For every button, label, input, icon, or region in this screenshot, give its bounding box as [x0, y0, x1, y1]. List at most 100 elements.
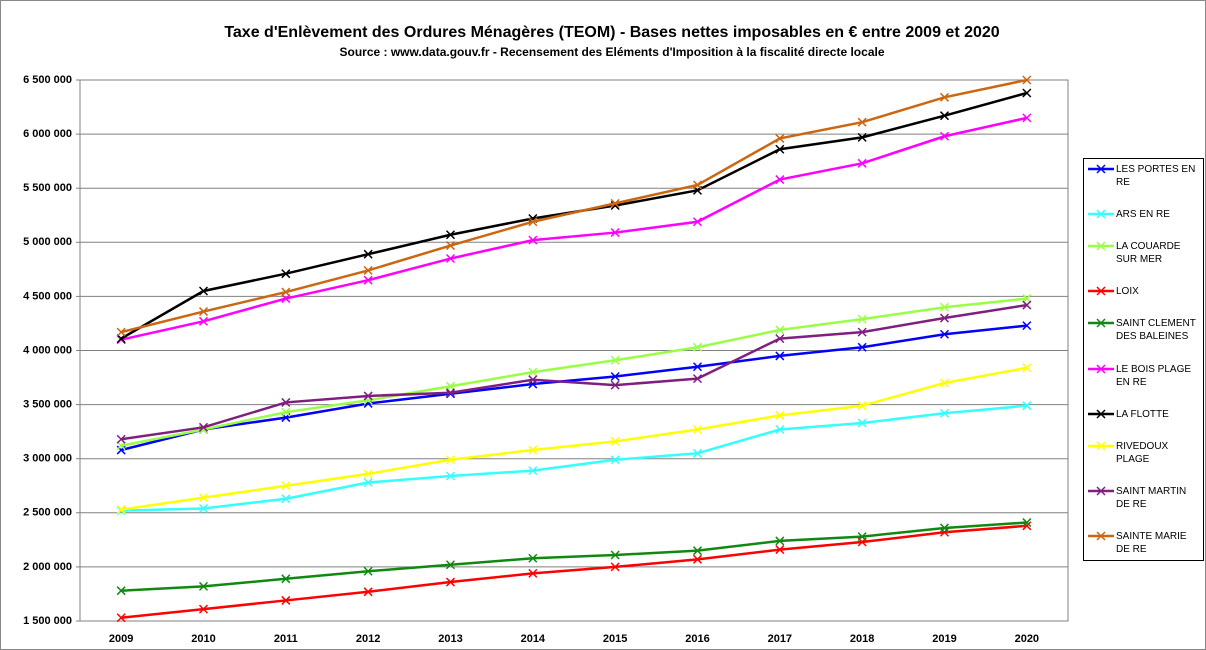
- point-marker: [692, 448, 703, 458]
- point-marker: [528, 568, 538, 578]
- legend-swatch: [1088, 164, 1114, 174]
- point-marker: [198, 503, 209, 514]
- point-marker: [281, 397, 291, 407]
- point-marker: [528, 375, 538, 385]
- x-tick-label: 2009: [109, 633, 133, 645]
- point-marker: [610, 455, 620, 465]
- legend-label: LA COUARDE SUR MER: [1116, 241, 1181, 266]
- series-line: [120, 303, 1028, 441]
- legend-item: LES PORTES EN RE: [1086, 163, 1201, 189]
- point-marker: [363, 587, 373, 597]
- point-marker: [939, 313, 950, 323]
- legend-item: SAINT CLEMENT DES BALEINES: [1086, 317, 1201, 343]
- point-marker: [775, 424, 785, 435]
- point-marker: [363, 249, 373, 259]
- point-marker: [528, 367, 538, 377]
- legend-item: ARS EN RE: [1086, 208, 1201, 221]
- point-marker: [281, 407, 291, 417]
- point-marker: [857, 158, 867, 168]
- series-line: [120, 78, 1028, 334]
- point-marker: [528, 553, 538, 563]
- point-marker: [1022, 518, 1032, 528]
- point-marker: [363, 477, 373, 488]
- point-marker: [281, 494, 291, 504]
- legend-marker: [1096, 409, 1106, 419]
- point-marker: [116, 586, 126, 596]
- legend-marker: [1096, 164, 1106, 174]
- point-marker: [775, 175, 785, 185]
- point-marker: [198, 604, 209, 614]
- legend-swatch: [1088, 364, 1114, 374]
- legend-item: LOIX: [1086, 285, 1201, 298]
- point-marker: [692, 546, 703, 556]
- point-marker: [198, 307, 209, 317]
- point-marker: [1022, 300, 1032, 310]
- legend-item: LA FLOTTE: [1086, 408, 1201, 421]
- point-marker: [692, 180, 703, 190]
- x-tick-label: 2014: [521, 633, 546, 645]
- point-marker: [610, 550, 620, 560]
- point-marker: [857, 327, 867, 337]
- legend-swatch: [1088, 531, 1114, 541]
- point-marker: [857, 342, 867, 352]
- y-tick-label: 5 500 000: [23, 182, 72, 194]
- legend-swatch: [1088, 241, 1114, 251]
- point-marker: [363, 566, 373, 576]
- legend-marker: [1096, 531, 1106, 541]
- x-tick-label: 2012: [356, 633, 380, 645]
- point-marker: [363, 275, 373, 285]
- legend-swatch: [1088, 209, 1114, 219]
- legend-item: LA COUARDE SUR MER: [1086, 240, 1201, 266]
- y-tick-label: 4 500 000: [23, 290, 72, 302]
- point-marker: [610, 355, 620, 365]
- point-marker: [775, 144, 785, 154]
- legend-label: LES PORTES EN RE: [1116, 164, 1196, 188]
- point-marker: [939, 302, 950, 312]
- series-line: [120, 366, 1028, 511]
- legend-item: SAINT MARTIN DE RE: [1086, 485, 1201, 511]
- x-tick-label: 2016: [685, 633, 709, 645]
- point-marker: [775, 545, 785, 555]
- point-marker: [775, 334, 785, 344]
- y-tick-label: 2 000 000: [23, 561, 72, 573]
- x-tick-label: 2015: [603, 633, 627, 645]
- series-line: [121, 404, 1027, 512]
- point-marker: [116, 334, 126, 344]
- point-marker: [775, 536, 785, 546]
- point-marker: [857, 401, 867, 411]
- y-tick-label: 6 000 000: [23, 128, 72, 140]
- point-marker: [116, 434, 126, 444]
- legend-swatch: [1088, 286, 1114, 296]
- legend-marker: [1096, 486, 1106, 496]
- point-marker: [610, 228, 620, 238]
- legend-swatch: [1088, 409, 1114, 419]
- point-marker: [198, 493, 209, 503]
- point-marker: [281, 574, 291, 584]
- legend-label: SAINTE MARIE DE RE: [1116, 530, 1187, 555]
- point-marker: [610, 371, 620, 381]
- legend: LES PORTES EN RE ARS EN RE LA COUARDE SUR …: [1083, 158, 1204, 561]
- point-marker: [939, 92, 950, 102]
- point-marker: [116, 327, 126, 337]
- point-marker: [363, 469, 373, 479]
- x-tick-label: 2013: [438, 633, 462, 645]
- point-marker: [775, 325, 785, 335]
- point-marker: [610, 198, 620, 208]
- point-marker: [281, 287, 291, 297]
- point-marker: [445, 577, 456, 587]
- x-tick-label: 2017: [768, 633, 792, 645]
- point-marker: [939, 131, 950, 141]
- point-marker: [1022, 75, 1032, 85]
- legend-marker: [1096, 209, 1106, 219]
- series-line: [121, 521, 1027, 592]
- legend-marker: [1096, 241, 1106, 251]
- point-marker: [281, 294, 291, 304]
- y-tick-label: 5 000 000: [23, 236, 72, 248]
- point-marker: [857, 418, 867, 428]
- point-marker: [610, 436, 620, 446]
- point-marker: [1022, 113, 1032, 123]
- legend-label: LE BOIS PLAGE EN RE: [1116, 363, 1192, 388]
- series-line: [120, 297, 1027, 447]
- point-marker: [445, 381, 456, 391]
